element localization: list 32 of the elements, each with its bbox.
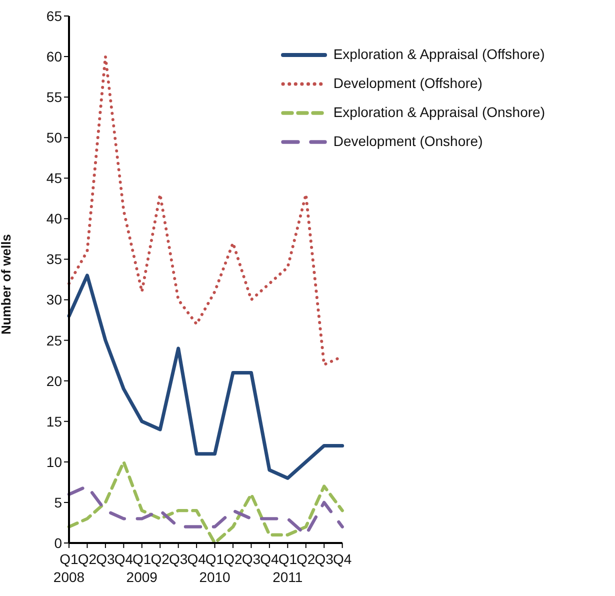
- y-tick-label: 45: [46, 170, 62, 186]
- x-tick-label: Q3: [96, 551, 115, 567]
- legend-label: Exploration & Appraisal (Offshore): [333, 45, 545, 64]
- legend-label: Development (Offshore): [333, 74, 482, 93]
- x-tick-label: Q3: [168, 551, 188, 567]
- x-tick-label: Q2: [224, 551, 243, 567]
- y-tick-label: 50: [46, 130, 62, 146]
- y-tick-label: 55: [46, 89, 62, 106]
- y-tick-label: 65: [46, 8, 62, 24]
- y-tick-label: 15: [46, 413, 62, 430]
- y-tick-label: 25: [46, 332, 62, 348]
- x-tick-label: Q3: [314, 551, 334, 567]
- y-tick-label: 10: [46, 454, 62, 470]
- x-tick-label: Q2: [78, 551, 97, 567]
- x-tick-label: Q3: [242, 551, 261, 567]
- y-tick-label: 0: [54, 534, 62, 551]
- y-tick-label: 20: [46, 372, 62, 389]
- y-tick-label: 30: [46, 292, 62, 308]
- x-tick-label: Q2: [150, 551, 170, 567]
- x-tick-label: Q2: [296, 551, 316, 567]
- legend-label: Development (Onshore): [333, 132, 483, 151]
- y-tick-label: 40: [46, 210, 62, 227]
- y-tick-label: 60: [46, 48, 62, 65]
- x-tick-label: Q4: [114, 551, 134, 567]
- y-axis-title: Number of wells: [0, 234, 14, 334]
- x-tick-label: Q4: [187, 551, 206, 567]
- x-tick-label: Q4: [260, 551, 279, 567]
- legend-label: Exploration & Appraisal (Onshore): [333, 103, 545, 122]
- y-tick-label: 5: [54, 494, 62, 510]
- x-tick-label: Q4: [332, 551, 352, 567]
- y-tick-label: 35: [46, 251, 62, 268]
- line-series: [67, 274, 344, 480]
